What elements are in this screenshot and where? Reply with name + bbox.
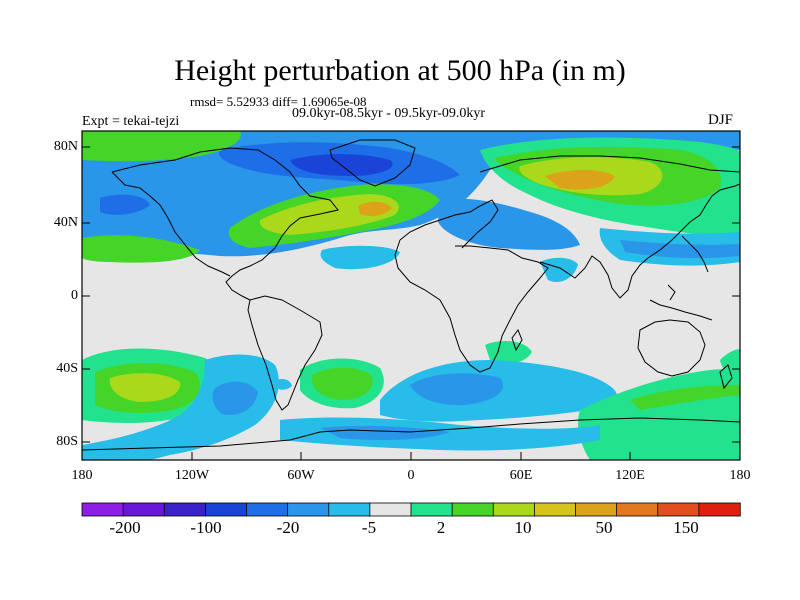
lon-label-180e: 180 (729, 468, 751, 483)
lon-label-120w: 120W (174, 468, 210, 483)
lon-label-180w: 180 (71, 468, 93, 483)
stats-line: rmsd= 5.52933 diff= 1.69065e-08 (190, 94, 367, 109)
lat-label-eq: 0 (71, 288, 78, 303)
chart-title: Height perturbation at 500 hPa (in m) (174, 54, 626, 87)
colorbar-swatch (492, 502, 536, 517)
lon-label-60e: 60E (509, 468, 533, 483)
lon-label-60w: 60W (287, 468, 315, 483)
lat-label-80s: 80S (56, 434, 78, 449)
colorbar-swatch (410, 502, 453, 517)
chart-subtitle: 09.0kyr-08.5kyr - 09.5kyr-09.0kyr (292, 106, 486, 121)
colorbar-swatch (122, 502, 165, 517)
colorbar-swatch (575, 502, 618, 517)
colorbar-swatch (698, 502, 741, 517)
coastlines (82, 139, 740, 451)
colorbar-swatch (287, 502, 330, 517)
colorbar-label: -200 (109, 518, 141, 537)
colorbar-label: -100 (190, 518, 222, 537)
colorbar-swatch (81, 502, 124, 517)
colorbar-swatch (657, 502, 700, 517)
colorbar-label: 150 (673, 518, 699, 537)
colorbar-swatch (533, 502, 577, 517)
colorbar-label: -5 (361, 518, 377, 537)
experiment-label: Expt = tekai-tejzi (82, 114, 180, 129)
colorbar-swatch (616, 502, 659, 517)
colorbar (81, 502, 741, 517)
lat-label-80n: 80N (53, 139, 78, 154)
colorbar-swatch (163, 502, 207, 517)
colorbar-swatch (246, 502, 289, 517)
colorbar-swatch (204, 502, 248, 517)
perturbation-field (82, 131, 740, 460)
colorbar-swatch (369, 502, 412, 517)
lon-label-0: 0 (407, 468, 415, 483)
axis-ticks (81, 146, 741, 460)
colorbar-label: 50 (595, 518, 613, 537)
lat-label-40s: 40S (56, 361, 78, 376)
colorbar-swatch (451, 502, 494, 517)
colorbar-label: 2 (436, 518, 446, 537)
lat-label-40n: 40N (53, 215, 78, 230)
colorbar-label: 10 (514, 518, 532, 537)
season-label: DJF (708, 112, 734, 128)
colorbar-label: -20 (276, 518, 300, 537)
colorbar-swatch (328, 502, 371, 517)
lon-label-120e: 120E (615, 468, 645, 483)
